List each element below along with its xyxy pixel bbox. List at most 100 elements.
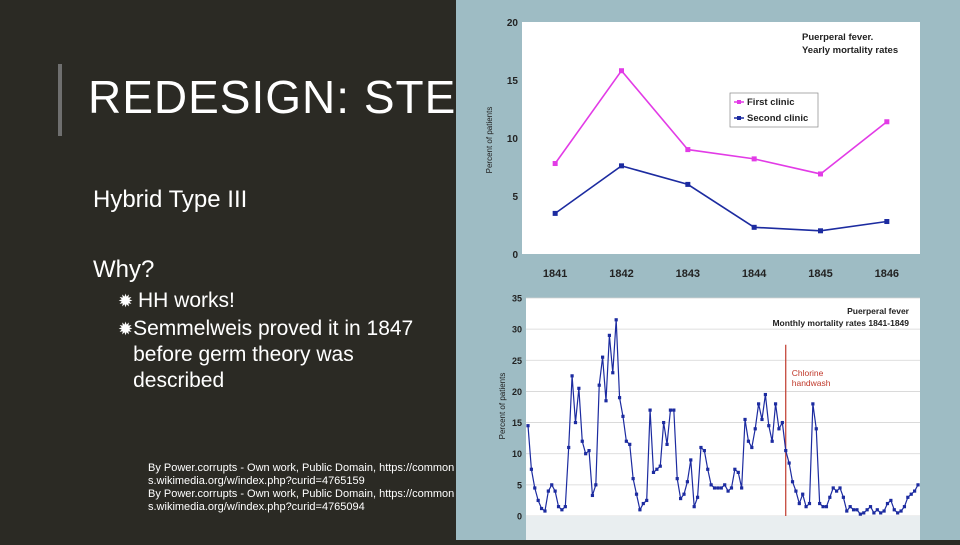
monthly-point [638,508,642,512]
monthly-point [539,506,544,511]
monthly-point [750,445,754,450]
monthly-point [553,489,557,493]
yearly-subtitle: Yearly mortality rates [802,45,898,56]
monthly-point [563,505,567,509]
monthly-point [597,383,601,387]
monthly-y-tick: 0 [517,512,522,522]
monthly-point [875,508,879,512]
monthly-point [872,511,876,515]
monthly-x-axis-band [526,516,920,540]
yearly-point [884,219,890,225]
bullet-list: ✹ HH works! ✹ Semmelweis proved it in 18… [118,288,438,396]
monthly-y-tick: 25 [512,356,522,366]
yearly-y-tick: 5 [512,192,518,203]
monthly-point [784,449,788,453]
yearly-y-tick: 0 [512,250,518,261]
monthly-point [695,495,700,499]
monthly-point [858,512,862,516]
monthly-point [655,467,659,471]
monthly-point [811,402,815,406]
monthly-chart: Percent of patients 0 5 10 15 20 25 30 35 Chlor… [498,294,920,540]
yearly-series-line-2 [554,164,887,232]
yearly-point [818,228,823,234]
monthly-point [604,399,608,403]
monthly-point [828,495,832,499]
monthly-point [831,486,835,490]
yearly-y-tick: 15 [507,76,519,87]
bullet-text: Semmelweis proved it in 1847 before germ… [133,317,414,392]
yearly-x-tick: 1842 [609,268,633,280]
monthly-point [760,417,764,422]
monthly-title: Puerperal fever [847,306,910,316]
yearly-legend: First clinic Second clinic [729,92,819,128]
monthly-point [729,486,734,490]
yearly-x-tick: 1846 [875,268,899,280]
monthly-point [865,508,869,512]
yearly-point [818,171,823,177]
yearly-point [619,68,624,74]
monthly-point [882,509,886,513]
monthly-point [699,445,703,450]
yearly-x-tick: 1845 [808,268,832,280]
handwash-annotation: handwash [792,378,831,388]
bullet-item: ✹ Semmelweis proved it in 1847 before ge… [118,316,438,394]
monthly-point [692,505,696,509]
yearly-point [685,147,691,153]
chart-panel: Percent of patients 0 5 10 15 20 1841 1842 184… [456,0,960,540]
monthly-point [879,511,883,515]
bullet-text: HH works! [138,289,235,312]
yearly-y-tick: 20 [507,18,519,29]
monthly-point [662,420,666,425]
monthly-point [685,480,689,484]
monthly-subtitle: Monthly mortality rates 1841-1849 [772,318,909,328]
monthly-point [679,496,683,501]
monthly-plot-area [526,298,920,516]
monthly-point [848,505,852,509]
monthly-point [794,489,798,493]
monthly-y-tick: 30 [512,325,522,335]
monthly-point [821,505,825,509]
yearly-point [751,224,757,230]
image-credit-2: By Power.corrupts - Own work, Public Dom… [148,488,455,513]
yearly-series-line-1 [554,69,888,175]
monthly-point [780,420,784,425]
monthly-point [526,424,530,428]
monthly-point [896,511,900,515]
monthly-point [533,486,537,490]
monthly-point [607,333,611,337]
monthly-point [804,505,808,509]
monthly-point [824,505,829,509]
monthly-y-tick: 10 [512,449,522,459]
monthly-point [736,470,740,474]
monthly-point [577,386,581,390]
handwash-annotation: Chlorine [792,368,824,378]
monthly-point [675,477,679,481]
monthly-point [580,439,584,443]
monthly-point [777,427,781,431]
monthly-point [624,439,628,443]
monthly-point [536,498,540,503]
legend-first-clinic: First clinic [747,97,795,108]
monthly-point [770,439,774,443]
monthly-y-tick: 35 [512,294,522,304]
monthly-point [763,392,767,397]
monthly-point [672,408,676,412]
yearly-point [552,210,558,216]
sunburst-bullet-icon: ✹ [118,319,134,339]
monthly-point [726,489,730,493]
yearly-chart: Percent of patients 0 5 10 15 20 1841 1842 184… [485,18,920,280]
monthly-point [634,492,639,496]
monthly-point [913,489,917,493]
slide-subtitle: Hybrid Type III [93,186,248,213]
monthly-point [757,402,761,406]
monthly-point [543,509,547,513]
monthly-point [743,417,747,422]
monthly-point [909,492,913,496]
monthly-point [746,439,751,443]
monthly-point [570,374,574,378]
monthly-point [573,420,578,425]
charts-svg: Percent of patients 0 5 10 15 20 1841 1842 184… [485,18,920,540]
monthly-point [556,505,561,509]
yearly-y-tick: 10 [507,134,519,145]
monthly-point [773,402,778,406]
